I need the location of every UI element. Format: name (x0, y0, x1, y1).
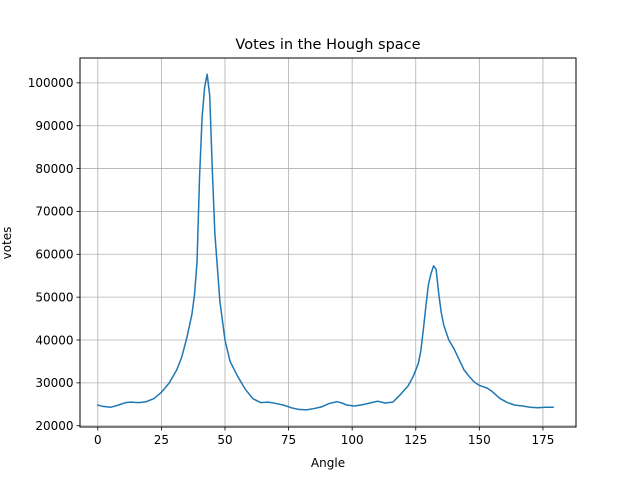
x-tick-label: 175 (531, 433, 554, 447)
series-layer (96, 73, 554, 411)
x-tick-label: 125 (404, 433, 427, 447)
y-tick-label: 60000 (35, 248, 73, 262)
x-tick-label: 25 (154, 433, 169, 447)
y-tick-label: 20000 (35, 419, 73, 433)
x-tick-label: 100 (341, 433, 364, 447)
x-tick-label: 0 (94, 433, 102, 447)
y-tick-label: 30000 (35, 376, 73, 390)
y-tick-label: 70000 (35, 205, 73, 219)
series-line (96, 73, 554, 411)
x-tick-label: 50 (217, 433, 232, 447)
ticks: 0 25 50 75 100 125 150 175 20000 30000 40000 50000 6… (28, 76, 555, 447)
x-axis-title: Angle (311, 456, 345, 470)
y-tick-label: 40000 (35, 333, 73, 347)
y-tick-label: 80000 (35, 162, 73, 176)
y-tick-label: 90000 (35, 119, 73, 133)
x-tick-label: 150 (468, 433, 491, 447)
y-axis-title: votes (0, 227, 14, 260)
y-tick-label: 50000 (35, 290, 73, 304)
x-tick-label: 75 (281, 433, 296, 447)
chart-title: Votes in the Hough space (235, 37, 420, 53)
plot-frame (79, 57, 577, 428)
grid (80, 58, 576, 427)
y-tick-label: 100000 (28, 76, 74, 90)
